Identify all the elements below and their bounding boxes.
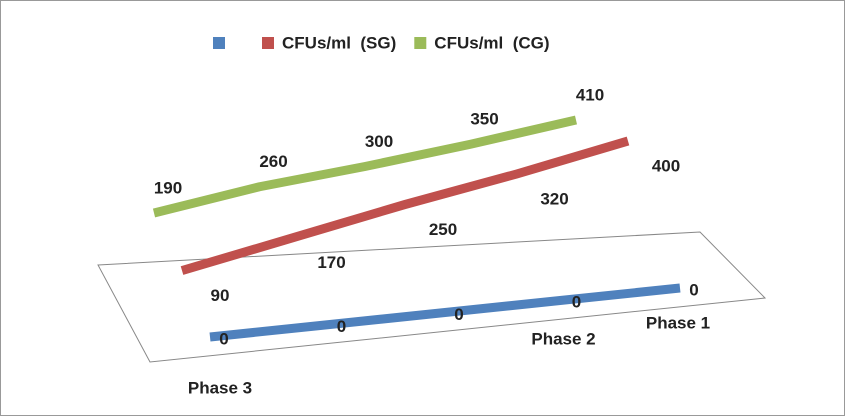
series-ribbon xyxy=(209,283,681,342)
legend-label: CFUs/ml (CG) xyxy=(434,33,549,52)
data-label: 400 xyxy=(652,156,680,175)
legend-label: CFUs/ml (SG) xyxy=(282,33,396,52)
data-label: 250 xyxy=(429,220,457,239)
data-label: 300 xyxy=(365,132,393,151)
series-ribbon xyxy=(152,115,578,218)
data-label: 190 xyxy=(154,178,182,197)
data-label: 90 xyxy=(211,286,230,305)
data-label: 0 xyxy=(219,329,228,348)
legend-swatch xyxy=(262,37,274,49)
data-label: 410 xyxy=(576,85,604,104)
legend: CFUs/ml (SG) CFUs/ml (CG) xyxy=(213,33,550,52)
x-tick-label: Phase 2 xyxy=(531,330,595,349)
data-label: 0 xyxy=(454,305,463,324)
x-tick-label: Phase 3 xyxy=(188,378,252,397)
data-label: 170 xyxy=(317,253,345,272)
plot: 190 260 300 350 410 90 170 250 320 400 0 0 0 0 0 Phase … xyxy=(152,85,710,397)
data-label: 350 xyxy=(470,110,498,129)
data-label: 320 xyxy=(540,190,568,209)
legend-swatch xyxy=(213,37,225,49)
series-ribbon xyxy=(180,136,630,275)
data-label: 260 xyxy=(259,152,287,171)
data-label: 0 xyxy=(689,280,698,299)
x-tick-label: Phase 1 xyxy=(646,313,710,332)
legend-swatch xyxy=(414,37,427,49)
data-label: 0 xyxy=(337,317,346,336)
data-label: 0 xyxy=(572,293,581,312)
